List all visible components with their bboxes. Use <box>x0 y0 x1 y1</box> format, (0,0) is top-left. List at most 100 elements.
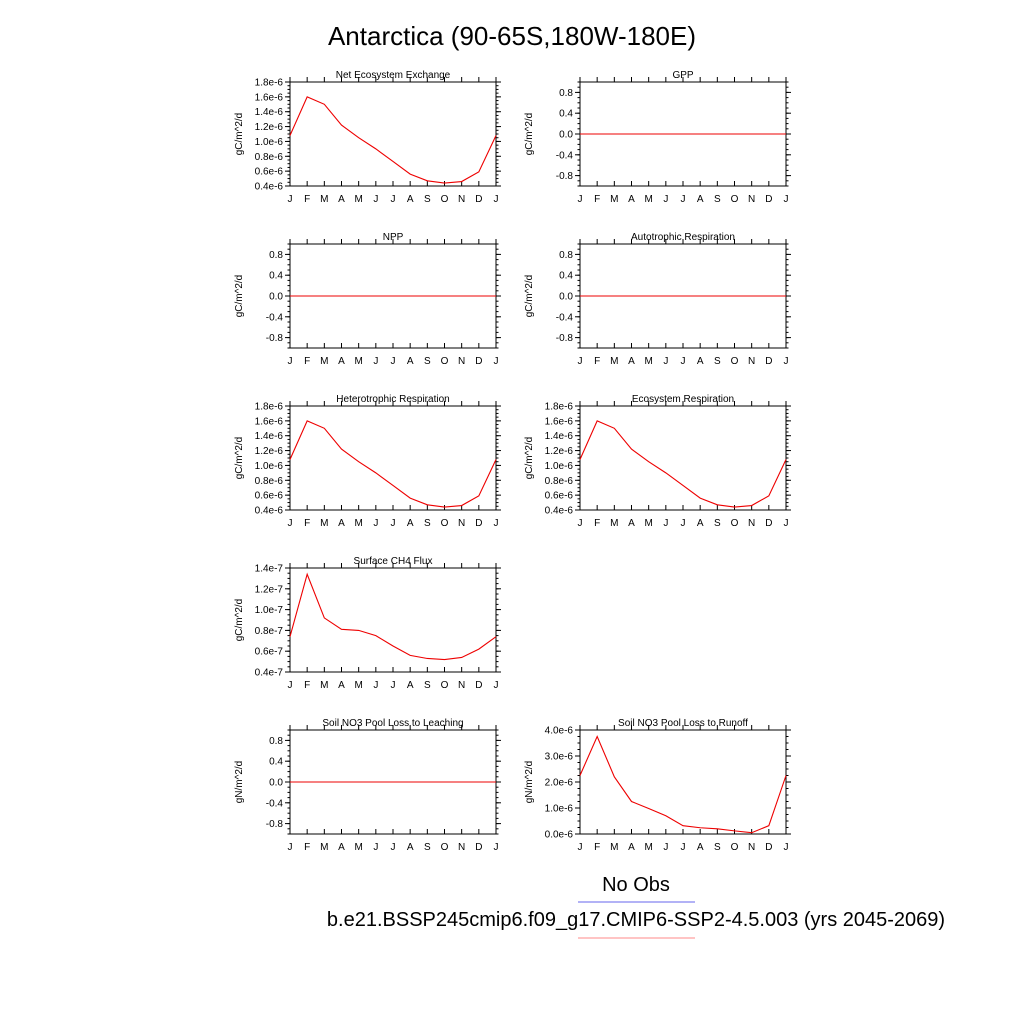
x-tick-label: N <box>748 518 755 529</box>
y-axis-label: gC/m^2/d <box>234 113 245 156</box>
y-tick-label: 1.4e-7 <box>255 564 284 575</box>
y-axis-label: gC/m^2/d <box>234 275 245 318</box>
x-tick-label: D <box>475 842 482 853</box>
figure-title: Antarctica (90-65S,180W-180E) <box>328 21 696 51</box>
x-tick-label: J <box>373 356 378 367</box>
x-tick-label: O <box>731 518 739 529</box>
x-tick-label: M <box>644 518 652 529</box>
y-axis-label: gC/m^2/d <box>524 275 535 318</box>
y-tick-label: 1.0e-6 <box>255 137 284 148</box>
y-axis-label: gN/m^2/d <box>524 761 535 804</box>
plot-frame <box>579 729 787 835</box>
y-tick-label: 1.8e-6 <box>545 402 574 413</box>
y-tick-label: 0.0 <box>559 130 573 141</box>
x-tick-label: N <box>748 356 755 367</box>
y-tick-label: 1.2e-6 <box>255 122 284 133</box>
x-tick-label: A <box>407 842 414 853</box>
x-tick-label: S <box>714 194 721 205</box>
x-tick-label: M <box>320 842 328 853</box>
x-tick-label: J <box>494 842 499 853</box>
y-tick-label: 0.8 <box>559 250 573 261</box>
x-tick-label: A <box>338 356 345 367</box>
y-tick-label: 0.6e-6 <box>545 491 574 502</box>
y-axis-label: gC/m^2/d <box>234 437 245 480</box>
x-tick-label: J <box>494 194 499 205</box>
plot-frame <box>289 567 497 673</box>
x-tick-label: A <box>338 194 345 205</box>
x-tick-label: S <box>424 518 431 529</box>
x-tick-label: J <box>391 518 396 529</box>
legend-label-model-run: b.e21.BSSP245cmip6.f09_g17.CMIP6-SSP2-4.… <box>327 909 945 931</box>
x-tick-label: J <box>391 356 396 367</box>
x-tick-label: O <box>731 842 739 853</box>
x-tick-label: J <box>288 842 293 853</box>
y-tick-label: 0.4 <box>269 271 283 282</box>
x-tick-label: J <box>578 842 583 853</box>
y-tick-label: 1.8e-6 <box>255 78 284 89</box>
x-tick-label: F <box>304 680 310 691</box>
plot-frame <box>289 405 497 511</box>
y-tick-label: -0.8 <box>266 819 284 830</box>
x-tick-label: J <box>681 194 686 205</box>
x-tick-label: J <box>494 356 499 367</box>
y-tick-label: 0.4 <box>269 757 283 768</box>
x-tick-label: J <box>784 194 789 205</box>
x-tick-label: S <box>424 842 431 853</box>
x-tick-label: J <box>494 680 499 691</box>
x-tick-label: A <box>697 194 704 205</box>
x-tick-label: A <box>628 356 635 367</box>
x-tick-label: M <box>320 518 328 529</box>
panel-title: Net Ecosystem Exchange <box>336 70 451 81</box>
x-tick-label: J <box>663 194 668 205</box>
y-tick-label: -0.4 <box>556 312 574 323</box>
x-tick-label: N <box>458 194 465 205</box>
x-tick-label: D <box>765 194 772 205</box>
x-tick-label: A <box>697 842 704 853</box>
x-tick-label: A <box>338 680 345 691</box>
x-tick-label: M <box>354 356 362 367</box>
x-tick-label: S <box>714 842 721 853</box>
y-tick-label: 0.8e-6 <box>255 476 284 487</box>
y-tick-label: 1.4e-6 <box>255 431 284 442</box>
x-tick-label: M <box>354 194 362 205</box>
x-tick-label: A <box>407 680 414 691</box>
y-tick-label: 0.6e-6 <box>255 167 284 178</box>
y-tick-label: 4.0e-6 <box>545 726 574 737</box>
x-tick-label: A <box>407 356 414 367</box>
x-tick-label: M <box>644 842 652 853</box>
x-tick-label: M <box>610 356 618 367</box>
x-tick-label: J <box>663 518 668 529</box>
x-tick-label: J <box>373 842 378 853</box>
x-tick-label: F <box>304 356 310 367</box>
y-tick-label: 0.6e-7 <box>255 647 284 658</box>
x-tick-label: A <box>338 518 345 529</box>
y-tick-label: 0.0 <box>559 292 573 303</box>
series-line-heterotrophic-respiration <box>289 420 497 508</box>
y-tick-label: 1.6e-6 <box>545 416 574 427</box>
x-tick-label: M <box>610 518 618 529</box>
panel-title: Autotrophic Respiration <box>631 232 735 243</box>
x-tick-label: J <box>288 680 293 691</box>
legend: No Obs b.e21.BSSP245cmip6.f09_g17.CMIP6-… <box>327 874 945 939</box>
x-tick-label: S <box>714 356 721 367</box>
x-tick-label: S <box>714 518 721 529</box>
y-tick-label: -0.4 <box>556 150 574 161</box>
series-line-net-ecosystem-exchange <box>289 96 497 184</box>
y-tick-label: 0.4 <box>559 109 573 120</box>
series-line-ecosystem-respiration <box>579 420 787 508</box>
y-tick-label: 0.8 <box>269 736 283 747</box>
x-tick-label: S <box>424 194 431 205</box>
x-tick-label: O <box>441 842 449 853</box>
y-tick-label: 1.6e-6 <box>255 416 284 427</box>
x-tick-label: F <box>304 518 310 529</box>
y-tick-label: 0.0 <box>269 292 283 303</box>
y-axis-label: gC/m^2/d <box>524 437 535 480</box>
x-tick-label: M <box>354 518 362 529</box>
y-tick-label: 0.8e-7 <box>255 626 284 637</box>
